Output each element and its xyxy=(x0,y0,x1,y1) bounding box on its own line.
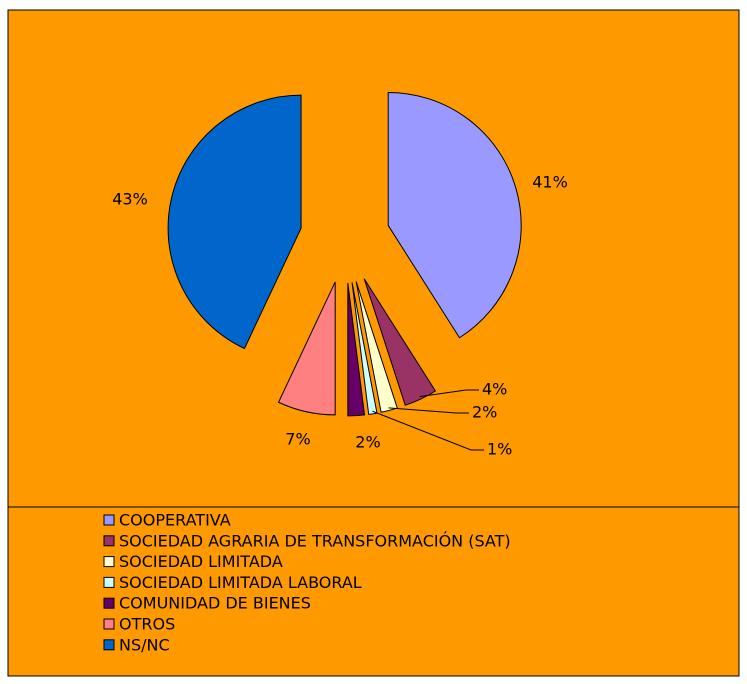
legend-label: SOCIEDAD LIMITADA xyxy=(119,552,283,571)
pie-slice xyxy=(347,282,366,417)
data-label: 4% xyxy=(482,380,507,399)
pie-slice xyxy=(387,91,522,339)
leader-line xyxy=(388,407,469,414)
leader-line xyxy=(419,389,479,398)
legend-label: SOCIEDAD LIMITADA LABORAL xyxy=(119,573,362,592)
legend-swatch xyxy=(103,576,115,588)
pie-slice xyxy=(167,94,302,350)
data-label: 2% xyxy=(355,433,380,452)
legend-swatch xyxy=(103,597,115,609)
legend-label: COOPERATIVA xyxy=(119,511,231,530)
legend-label: COMUNIDAD DE BIENES xyxy=(119,594,311,613)
legend-label: OTROS xyxy=(119,615,175,634)
legend-swatch xyxy=(103,556,115,568)
legend-label: NS/NC xyxy=(119,635,170,654)
legend-swatch xyxy=(103,514,115,526)
pie-slice xyxy=(277,281,336,416)
legend-swatch xyxy=(103,639,115,651)
data-label: 7% xyxy=(285,430,310,449)
data-label: 41% xyxy=(532,173,568,192)
data-label: 2% xyxy=(472,403,497,422)
legend-swatch xyxy=(103,618,115,630)
leader-line xyxy=(372,410,484,451)
legend-label: SOCIEDAD AGRARIA DE TRANSFORMACIÓN (SAT) xyxy=(119,531,511,550)
data-label: 43% xyxy=(112,190,148,209)
legend-swatch xyxy=(103,535,115,547)
data-label: 1% xyxy=(487,440,512,459)
pie-slice xyxy=(363,278,437,406)
